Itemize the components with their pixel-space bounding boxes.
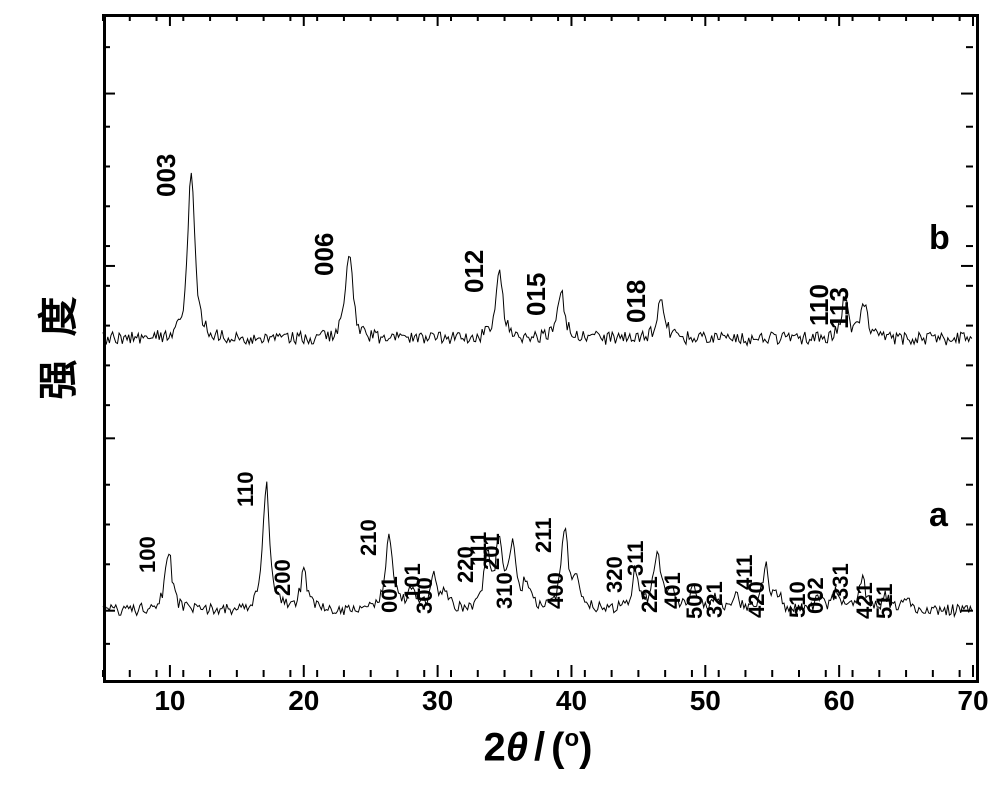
peak-label: 006 [309, 233, 340, 276]
series-label-a: a [929, 496, 948, 535]
peak-label: 331 [828, 563, 854, 600]
x-tick-label: 20 [288, 685, 319, 717]
x-tick-label: 30 [422, 685, 453, 717]
peak-label: 100 [135, 536, 161, 573]
x-axis-number: 2 [483, 725, 505, 769]
series-label-b: b [929, 219, 950, 258]
peak-label: 400 [543, 573, 569, 610]
x-tick-label: 40 [556, 685, 587, 717]
x-tick-label: 10 [154, 685, 185, 717]
x-axis-slash: / [528, 725, 551, 769]
peak-label: 210 [356, 520, 382, 557]
x-tick-label: 70 [957, 685, 988, 717]
peak-label: 110 [233, 471, 259, 507]
peak-label: 311 [623, 541, 649, 577]
peak-label: 002 [803, 577, 829, 614]
peak-label: 012 [459, 250, 490, 293]
x-tick-label: 60 [824, 685, 855, 717]
peak-label: 015 [521, 273, 552, 316]
x-axis-close: ) [579, 725, 592, 769]
x-axis-open: ( [551, 725, 564, 769]
xrd-figure: 强 度 10203040506070 2θ/(o) 10011020021000… [0, 0, 1000, 787]
peak-label: 511 [872, 584, 898, 620]
peak-label: 321 [702, 581, 728, 618]
trace-layer [0, 0, 1000, 787]
peak-label: 300 [412, 577, 438, 614]
peak-label: 201 [479, 533, 505, 570]
x-axis-theta: θ [506, 725, 528, 769]
peak-label: 310 [492, 573, 518, 610]
peak-label: 113 [824, 287, 855, 329]
x-axis-deg: o [565, 725, 580, 752]
x-axis-title: 2θ/(o) [483, 725, 592, 770]
peak-label: 211 [531, 518, 557, 554]
peak-label: 003 [151, 153, 182, 196]
peak-label: 221 [637, 576, 663, 613]
peak-label: 420 [744, 581, 770, 618]
x-tick-label: 50 [690, 685, 721, 717]
peak-label: 200 [270, 560, 296, 597]
peak-label: 018 [621, 279, 652, 322]
